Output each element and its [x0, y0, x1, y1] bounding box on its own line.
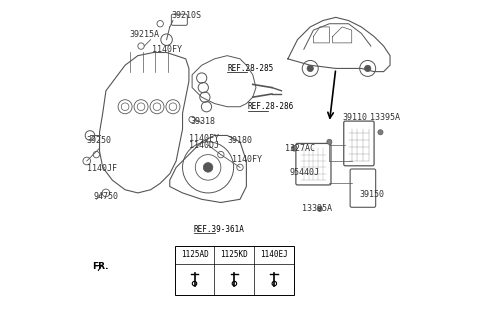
- Circle shape: [364, 65, 371, 71]
- Text: 39110: 39110: [343, 113, 368, 122]
- Text: 39210S: 39210S: [171, 11, 202, 20]
- Text: 1327AC: 1327AC: [285, 144, 315, 153]
- Circle shape: [317, 206, 323, 212]
- Text: 94750: 94750: [93, 192, 118, 201]
- Text: 1125AD: 1125AD: [180, 251, 208, 260]
- Text: 39250: 39250: [87, 136, 112, 145]
- Circle shape: [327, 139, 332, 144]
- Text: 39150: 39150: [360, 190, 384, 199]
- Text: REF.28-285: REF.28-285: [227, 64, 274, 73]
- Text: 1140FY: 1140FY: [232, 155, 262, 164]
- Text: 39180: 39180: [227, 136, 252, 145]
- Text: REF.28-286: REF.28-286: [248, 102, 294, 111]
- Text: 95440J: 95440J: [289, 168, 320, 177]
- Circle shape: [204, 163, 213, 172]
- Text: 1125KD: 1125KD: [220, 251, 248, 260]
- Text: 13395A: 13395A: [302, 204, 332, 213]
- Text: 1140DJ: 1140DJ: [189, 141, 219, 150]
- Text: FR.: FR.: [92, 262, 108, 271]
- Text: 39215A: 39215A: [130, 30, 160, 39]
- Text: 1140FY: 1140FY: [152, 45, 182, 54]
- Text: 1140EJ: 1140EJ: [261, 251, 288, 260]
- Text: 1140FY: 1140FY: [189, 134, 219, 143]
- Circle shape: [360, 61, 376, 76]
- Text: 13395A: 13395A: [370, 113, 400, 122]
- Circle shape: [378, 130, 383, 135]
- Text: 1140JF: 1140JF: [87, 165, 117, 174]
- Bar: [175, 246, 294, 295]
- Circle shape: [291, 145, 297, 151]
- Text: REF.39-361A: REF.39-361A: [194, 225, 245, 234]
- Text: 39318: 39318: [191, 117, 216, 126]
- Circle shape: [302, 61, 318, 76]
- Circle shape: [307, 65, 313, 71]
